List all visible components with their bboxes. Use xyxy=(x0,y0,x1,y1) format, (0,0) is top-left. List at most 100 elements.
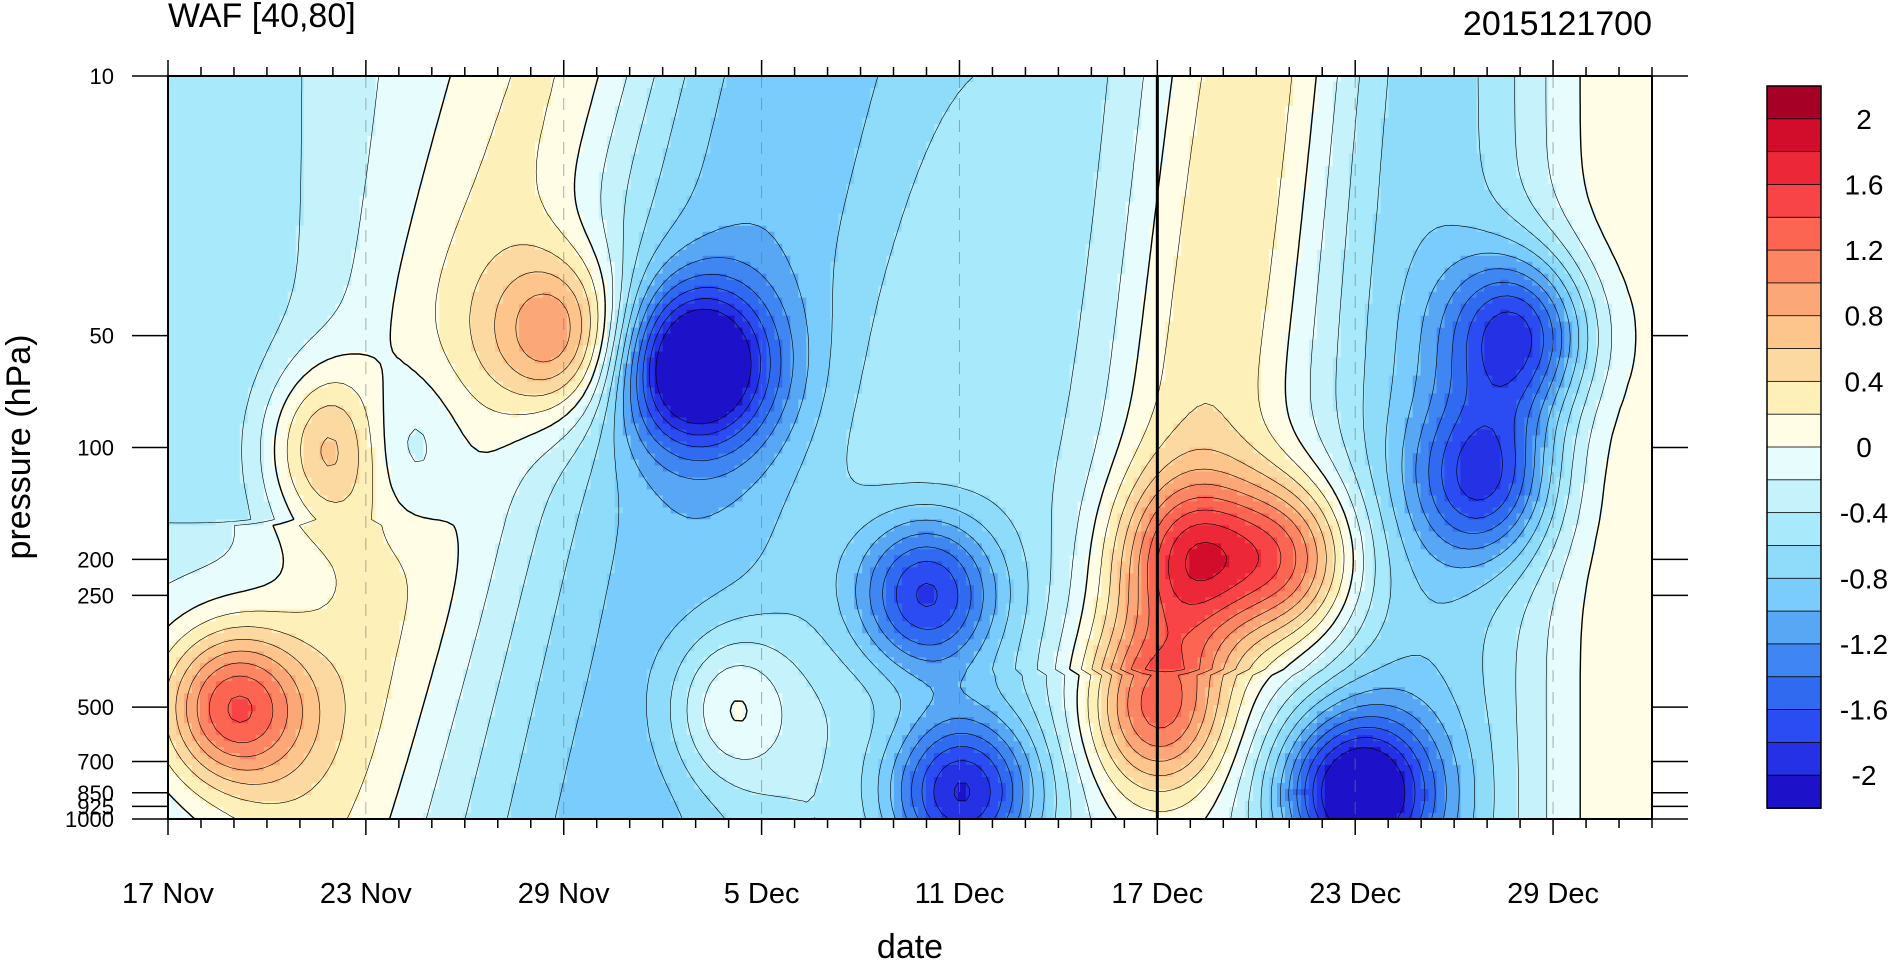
field-cell xyxy=(941,171,951,179)
field-cell xyxy=(1213,159,1222,167)
field-cell xyxy=(1029,87,1039,95)
field-cell xyxy=(949,129,959,137)
field-cell xyxy=(774,153,783,161)
field-cell xyxy=(327,195,337,203)
field-cell xyxy=(774,219,783,227)
field-cell xyxy=(686,177,696,185)
field-cell xyxy=(758,76,767,83)
field-cell xyxy=(311,99,321,107)
field-cell xyxy=(439,213,448,221)
field-cell xyxy=(463,81,472,89)
field-cell xyxy=(463,201,472,209)
field-cell xyxy=(1372,171,1382,179)
field-cell xyxy=(590,117,600,125)
field-cell xyxy=(1604,207,1613,215)
field-cell xyxy=(487,195,496,203)
field-cell xyxy=(359,201,369,209)
field-cell xyxy=(550,111,560,119)
field-cell xyxy=(391,87,400,95)
field-cell xyxy=(702,231,712,239)
field-cell xyxy=(1460,219,1470,227)
field-cell xyxy=(231,219,241,227)
field-cell xyxy=(1540,195,1549,203)
field-cell xyxy=(989,171,999,179)
field-cell xyxy=(1484,189,1494,197)
field-cell xyxy=(1628,129,1637,137)
field-cell xyxy=(231,207,241,215)
field-cell xyxy=(1580,123,1589,131)
field-cell xyxy=(997,117,1007,125)
field-cell xyxy=(774,87,783,95)
field-cell xyxy=(846,207,855,215)
field-cell xyxy=(1620,117,1629,125)
field-cell xyxy=(854,213,863,221)
field-cell xyxy=(997,177,1007,185)
field-cell xyxy=(1364,99,1374,107)
field-cell xyxy=(271,189,281,197)
field-cell xyxy=(295,81,305,89)
field-cell xyxy=(1356,105,1366,113)
field-cell xyxy=(271,231,281,239)
field-cell xyxy=(1604,123,1613,131)
field-cell xyxy=(383,165,392,173)
field-cell xyxy=(622,165,632,173)
field-cell xyxy=(766,195,775,203)
field-cell xyxy=(1045,135,1055,143)
field-cell xyxy=(846,231,855,239)
field-cell xyxy=(1324,99,1334,107)
field-cell xyxy=(207,207,217,215)
field-cell xyxy=(1029,195,1039,203)
field-cell xyxy=(1452,99,1462,107)
field-cell xyxy=(223,99,233,107)
field-cell xyxy=(391,76,400,83)
field-cell xyxy=(622,225,632,233)
field-cell xyxy=(622,159,632,167)
field-cell xyxy=(479,201,488,209)
field-cell xyxy=(431,225,440,233)
field-cell xyxy=(207,159,217,167)
field-cell xyxy=(1061,153,1071,161)
field-cell xyxy=(1636,159,1645,167)
field-cell xyxy=(359,207,369,215)
field-cell xyxy=(1620,111,1629,119)
field-cell xyxy=(1348,225,1358,233)
field-cell xyxy=(1596,183,1605,191)
field-cell xyxy=(423,123,432,131)
field-cell xyxy=(654,111,664,119)
field-cell xyxy=(1117,213,1127,221)
field-cell xyxy=(925,147,935,155)
field-cell xyxy=(1436,87,1446,95)
field-cell xyxy=(1572,123,1581,131)
field-cell xyxy=(902,207,911,215)
field-cell xyxy=(1037,76,1047,83)
field-cell xyxy=(1372,99,1382,107)
field-cell xyxy=(1300,219,1310,227)
field-cell xyxy=(391,219,400,227)
field-cell xyxy=(1093,159,1103,167)
field-cell xyxy=(463,135,472,143)
field-cell xyxy=(806,105,815,113)
field-cell xyxy=(1229,183,1238,191)
field-cell xyxy=(1428,117,1438,125)
field-cell xyxy=(279,111,289,119)
field-cell xyxy=(527,93,536,101)
field-cell xyxy=(535,207,544,215)
field-cell xyxy=(319,81,329,89)
field-cell xyxy=(1149,207,1158,215)
field-cell xyxy=(1245,189,1254,197)
field-cell xyxy=(1277,183,1286,191)
field-cell xyxy=(997,189,1007,197)
field-cell xyxy=(1420,105,1430,113)
field-cell xyxy=(279,165,289,173)
field-cell xyxy=(1117,123,1127,131)
field-cell xyxy=(1133,99,1142,107)
field-cell xyxy=(1436,177,1446,185)
field-cell xyxy=(279,123,289,131)
field-cell xyxy=(886,183,895,191)
field-cell xyxy=(1620,129,1629,137)
field-cell xyxy=(247,105,257,113)
field-cell xyxy=(183,135,193,143)
field-cell xyxy=(1277,177,1286,185)
field-cell xyxy=(1620,147,1629,155)
field-cell xyxy=(519,123,528,131)
